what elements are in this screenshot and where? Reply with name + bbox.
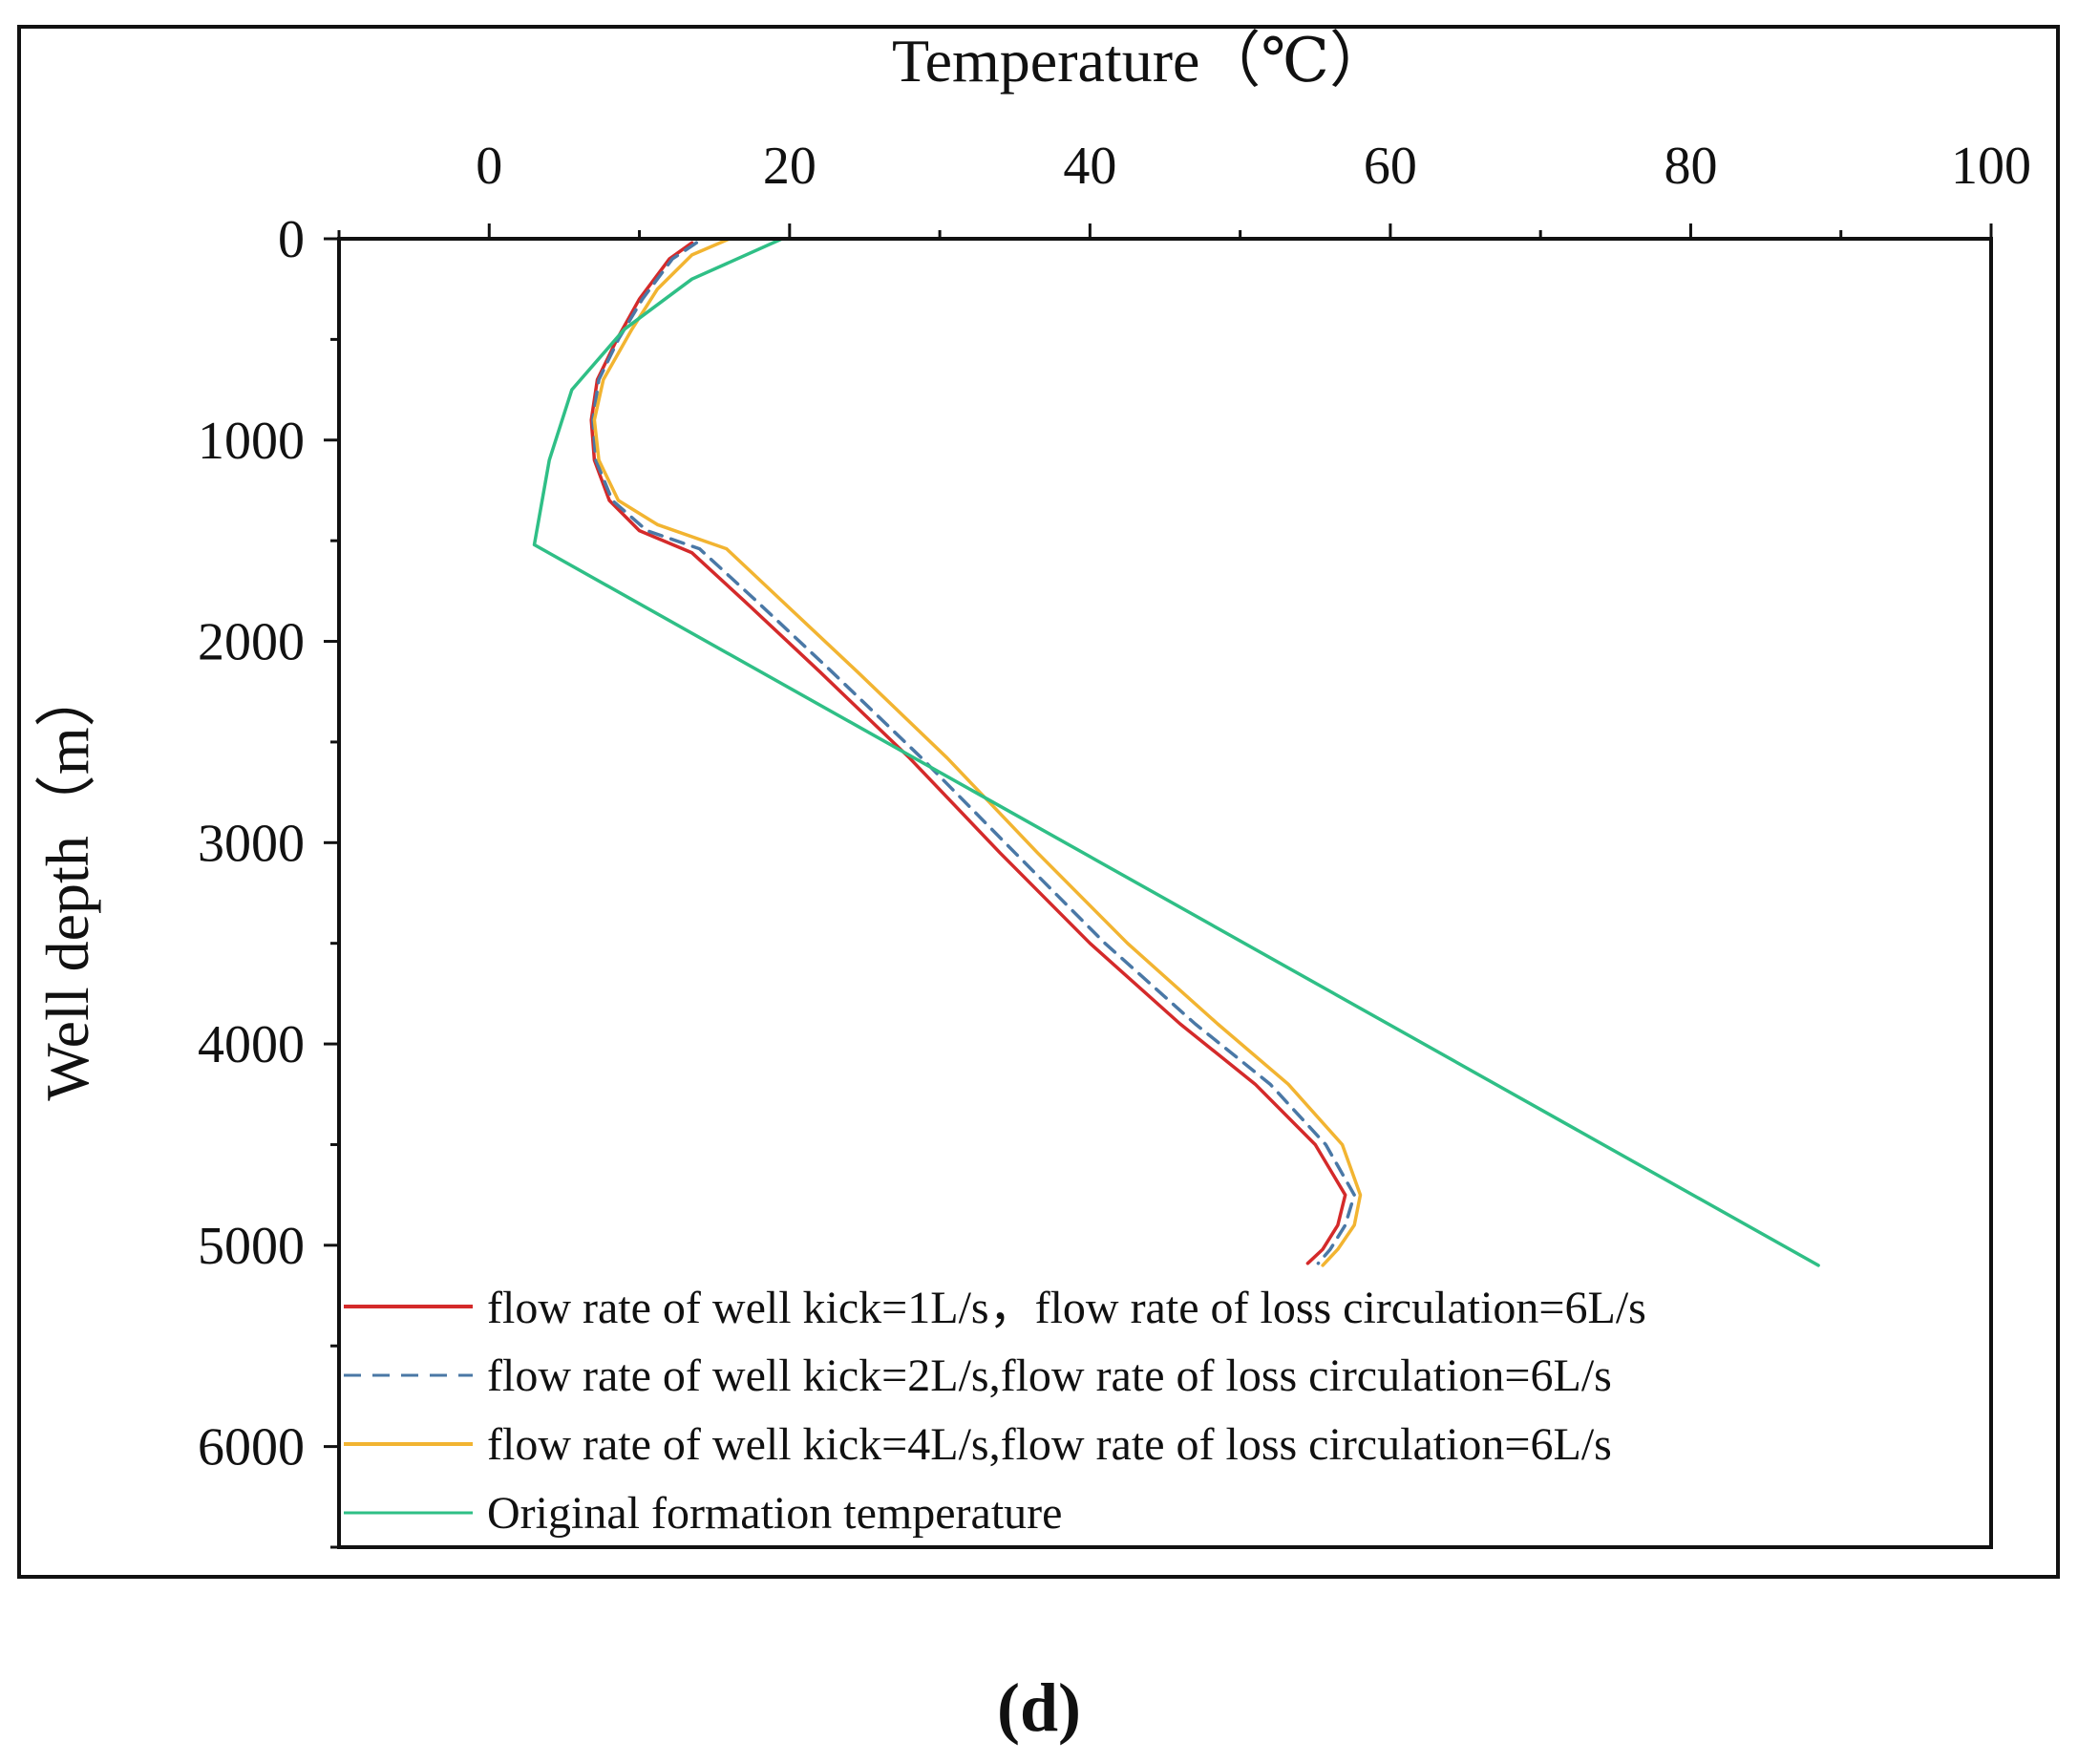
y-tick-label: 6000 <box>198 1418 305 1477</box>
y-tick-label: 3000 <box>198 814 305 873</box>
series-kick-2-line <box>591 241 1356 1265</box>
legend-label-series-4: Original formation temperature <box>487 1488 1062 1539</box>
x-tick-label: 60 <box>1364 137 1417 196</box>
series-kick-4-line <box>592 237 1363 1267</box>
y-axis-title: Well depth（m） <box>33 666 101 1100</box>
x-axis: 0 20 40 60 80 100 <box>337 137 2031 239</box>
legend-label-series-1: flow rate of well kick=1L/s，flow rate of… <box>487 1283 1646 1333</box>
series-formation-temperature-line <box>532 237 1820 1267</box>
legend-label-series-3: flow rate of well kick=4L/s,flow rate of… <box>487 1419 1612 1470</box>
plot-frame <box>337 237 1993 1549</box>
y-tick-label: 0 <box>278 210 305 269</box>
legend: flow rate of well kick=1L/s，flow rate of… <box>344 1283 1646 1539</box>
panel-label: (d) <box>997 1669 1081 1746</box>
y-tick-label: 4000 <box>198 1015 305 1074</box>
legend-label-series-2: flow rate of well kick=2L/s,flow rate of… <box>487 1350 1612 1401</box>
y-tick-label: 5000 <box>198 1217 305 1276</box>
x-tick-label: 100 <box>1951 137 2031 196</box>
y-tick-label: 2000 <box>198 613 305 672</box>
outer-frame <box>17 25 2060 1579</box>
x-tick-label: 40 <box>1063 137 1116 196</box>
x-axis-title: Temperature（℃） <box>892 27 1390 95</box>
y-axis: 0 1000 2000 3000 4000 5000 6000 <box>198 210 339 1549</box>
x-tick-label: 80 <box>1664 137 1717 196</box>
y-tick-label: 1000 <box>198 412 305 471</box>
plot-area <box>532 237 1820 1267</box>
x-tick-label: 0 <box>476 137 502 196</box>
x-tick-label: 20 <box>763 137 816 196</box>
